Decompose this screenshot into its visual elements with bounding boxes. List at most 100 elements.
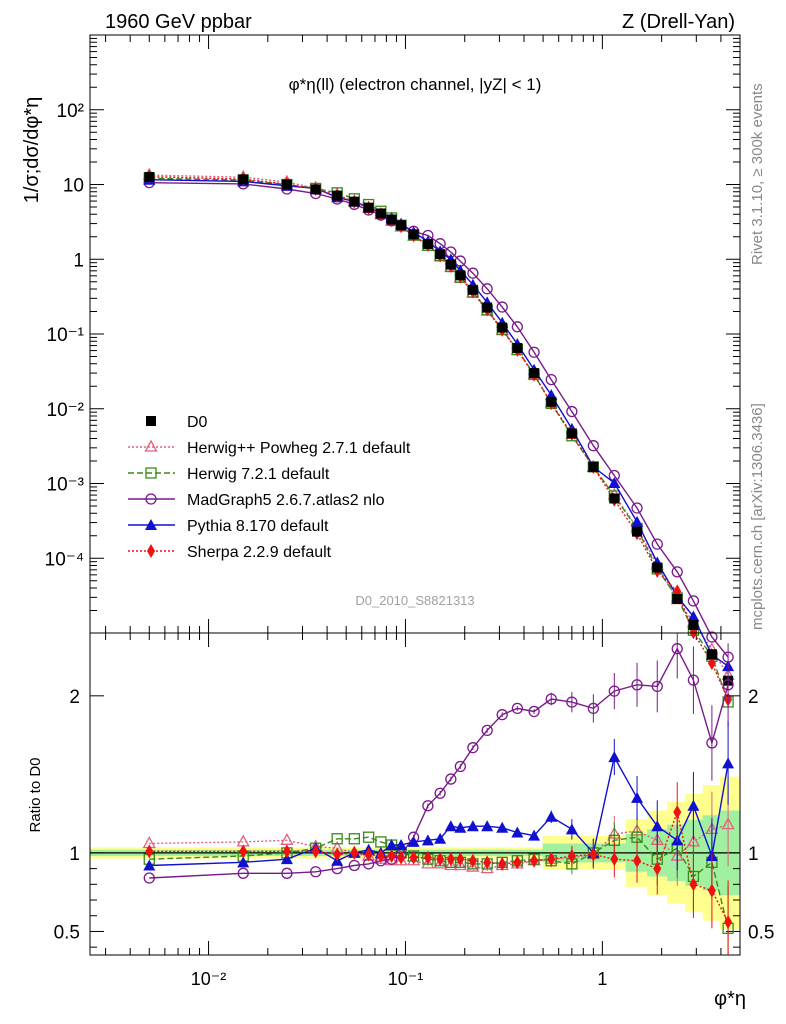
y-tick-label: 10⁻²: [47, 400, 85, 421]
ratio-point-herwigpp: [433, 856, 447, 869]
point-data: [238, 174, 249, 185]
ratio-point-pythia: [434, 832, 447, 844]
ratio-point-sherpa: [513, 855, 522, 870]
legend-label-madgraph: MadGraph5 2.6.7.atlas2 nlo: [187, 492, 385, 509]
ratio-point-sherpa: [282, 844, 291, 859]
point-data: [310, 184, 321, 195]
point-data: [408, 229, 419, 240]
ratio-point-madgraph: [445, 773, 457, 785]
ratio-point-madgraph: [237, 867, 249, 879]
x-tick-label: 1: [597, 969, 607, 989]
ratio-point-sherpa: [456, 852, 465, 867]
ratio-point-pythia: [496, 821, 509, 833]
ratio-point-madgraph: [511, 702, 523, 715]
ratio-point-sherpa: [589, 847, 598, 862]
point-data: [332, 190, 343, 201]
ratio-point-madgraph: [587, 702, 600, 715]
ratio-point-sherpa: [610, 852, 619, 867]
point-data: [281, 179, 292, 190]
mcplots-label: mcplots.cern.ch [arXiv:1306.3436]: [749, 403, 766, 630]
point-data: [609, 493, 620, 504]
ratio-point-pythia: [143, 859, 156, 871]
y-tick-label: 10⁻³: [47, 475, 85, 496]
ratio-point-pythia: [511, 826, 524, 838]
y-axis-label-main: 1/σ;dσ/dφ*η: [21, 97, 43, 204]
ratio-point-herwig7: [331, 833, 343, 845]
legend-label-data: D0: [187, 414, 208, 431]
point-data: [396, 220, 407, 231]
ratio-point-madgraph: [722, 679, 734, 691]
point-data: [467, 284, 478, 295]
ratio-point-pythia: [466, 820, 479, 832]
ratio-point-sherpa: [376, 849, 385, 864]
rivet-label: Rivet 3.1.10, ≥ 300k events: [749, 83, 766, 265]
ratio-point-sherpa: [446, 852, 455, 867]
legend-label-sherpa: Sherpa 2.2.9 default: [187, 544, 332, 561]
beam-label: 1960 GeV ppbar: [105, 11, 252, 33]
ratio-point-pythia: [237, 856, 250, 868]
point-madgraph: [496, 301, 508, 313]
ratio-panel: 10⁻² 10⁻¹ 1 0.5 0.5 1 1 2 2: [54, 35, 774, 989]
x-axis-label: φ*η: [714, 988, 746, 1010]
ratio-point-madgraph: [281, 867, 293, 879]
point-madgraph: [687, 595, 700, 607]
point-madgraph: [671, 566, 683, 578]
ratio-point-pythia: [444, 820, 457, 832]
y-tick-label: 10²: [57, 101, 84, 122]
ratio-point-sherpa: [673, 805, 682, 820]
ratio-point-pythia: [631, 791, 644, 803]
ratio-point-madgraph: [528, 705, 540, 718]
point-data: [546, 396, 557, 407]
ratio-point-sherpa: [397, 850, 406, 865]
process-label: Z (Drell-Yan): [622, 11, 735, 33]
point-data: [588, 461, 599, 472]
ratio-point-sherpa: [387, 849, 396, 864]
point-data: [512, 342, 523, 353]
point-pythia: [687, 610, 700, 622]
point-sherpa: [707, 656, 716, 671]
ratio-point-sherpa: [724, 915, 733, 930]
ratio-point-sherpa: [707, 883, 716, 898]
ratio-point-madgraph: [706, 737, 718, 749]
ratio-point-sherpa: [364, 847, 373, 862]
point-madgraph: [481, 283, 493, 295]
ratio-point-sherpa: [145, 844, 154, 859]
ratio-point-sherpa: [689, 877, 698, 892]
ratio-line-sherpa: [149, 809, 729, 923]
ratio-point-madgraph: [496, 709, 508, 721]
ratio-point-sherpa: [409, 850, 418, 865]
ratio-point-pythia: [385, 839, 398, 851]
ratio-point-herwigpp: [721, 817, 735, 830]
ratio-point-pythia: [395, 839, 408, 851]
point-pythia: [608, 477, 621, 489]
ratio-point-herwigpp: [480, 861, 494, 874]
ratio-point-pythia: [651, 820, 664, 832]
ratio-point-sherpa: [468, 853, 477, 868]
ratio-point-madgraph: [651, 680, 663, 693]
ratio-point-pythia: [481, 820, 494, 832]
ratio-point-sherpa: [547, 852, 556, 867]
ratio-point-pythia: [687, 799, 700, 811]
legend-marker-herwig7: [145, 467, 157, 479]
point-data: [529, 368, 540, 379]
point-data: [706, 649, 717, 660]
ratio-point-madgraph: [310, 866, 322, 878]
point-madgraph: [587, 440, 600, 452]
point-pythia: [631, 515, 644, 527]
ratio-tick-label-right: 2: [748, 687, 759, 708]
ratio-point-pythia: [407, 835, 420, 847]
ratio-point-sherpa: [567, 849, 576, 864]
ratio-point-pythia: [722, 757, 735, 769]
watermark: D0_2010_S8821313: [355, 593, 474, 608]
ratio-point-sherpa: [333, 847, 342, 862]
ratio-point-madgraph: [545, 693, 557, 705]
ratio-point-madgraph: [348, 859, 360, 872]
ratio-point-sherpa: [530, 853, 539, 868]
point-madgraph: [545, 373, 557, 386]
ratio-tick-label-right: 1: [748, 844, 759, 865]
legend-marker-sherpa: [147, 544, 155, 558]
legend-marker-herwigpp: [144, 439, 158, 452]
ratio-point-herwigpp: [280, 832, 294, 845]
ratio-point-herwig7: [362, 831, 375, 843]
